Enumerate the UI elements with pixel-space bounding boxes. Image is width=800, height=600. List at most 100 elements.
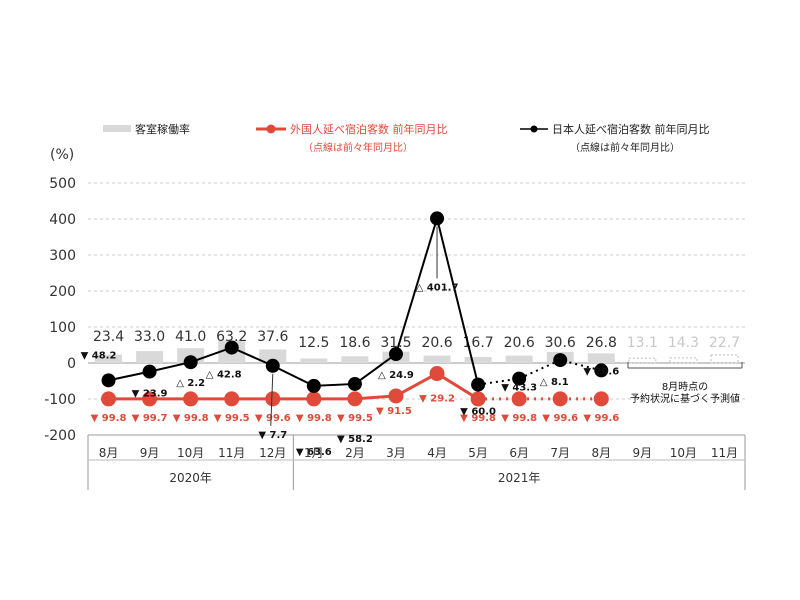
legend-japanese-note: （点線は前々年同月比）	[570, 141, 680, 154]
x-tick-label: 11月	[218, 446, 245, 460]
occupancy-value-label: 20.6	[504, 335, 535, 351]
occupancy-value-label: 20.6	[421, 335, 452, 351]
x-tick-label: 5月	[468, 446, 488, 460]
y-axis-ticks: 500 400 300 200 100 0 -100 -200	[44, 176, 76, 444]
japanese-leader-line	[270, 373, 274, 426]
y-tick-label: -200	[44, 428, 76, 444]
occupancy-value-label: 22.7	[709, 335, 740, 351]
y-axis-unit: (%)	[50, 147, 74, 163]
japanese-value-label: ▼ 7.7	[258, 430, 287, 441]
foreign-value-label: ▼ 99.8	[173, 413, 209, 424]
foreign-point	[388, 388, 404, 404]
japanese-point	[306, 378, 321, 393]
occupancy-value-label: 18.6	[339, 335, 370, 351]
japanese-value-label: ▼ 23.9	[132, 389, 168, 400]
foreign-point	[429, 366, 445, 382]
occupancy-bar	[587, 353, 615, 363]
occupancy-value-label: 31.5	[380, 335, 411, 351]
foreign-point	[347, 391, 363, 407]
japanese-point	[594, 363, 609, 378]
foreign-value-label: ▼ 99.5	[214, 413, 250, 424]
japanese-point	[265, 358, 280, 373]
y-tick-label: 200	[49, 284, 76, 300]
japanese-point	[430, 211, 445, 226]
japanese-value-label: △ 8.1	[540, 377, 569, 388]
foreign-line	[108, 371, 479, 401]
japanese-value-label: △ 2.2	[176, 378, 205, 389]
x-tick-label: 10月	[670, 446, 697, 460]
occupancy-bar	[628, 357, 657, 364]
foreign-point	[183, 391, 199, 407]
foreign-value-label: ▼ 99.8	[501, 413, 537, 424]
foreign-value-label: ▼ 91.5	[376, 406, 412, 417]
japanese-value-label: △ 42.8	[206, 370, 242, 381]
x-tick-label: 2月	[345, 446, 365, 460]
foreign-lines	[108, 371, 602, 401]
japanese-point	[183, 355, 198, 370]
legend-foreign-label: 外国人延べ宿泊客数 前年同月比	[290, 122, 448, 136]
japanese-labels: ▼ 48.2 ▼ 23.9 △ 2.2△ 42.8 ▼ 7.7 ▼ 63.6 ▼ 58.2…	[81, 226, 619, 458]
foreign-labels: ▼ 99.8 ▼ 99.7 ▼ 99.8 ▼ 99.5 ▼ 99.6 ▼ 99.8 ▼ 99…	[91, 394, 620, 424]
occupancy-bar	[300, 358, 328, 363]
foreign-value-label: ▼ 99.8	[296, 413, 332, 424]
legend-foreign-note: （点線は前々年同月比）	[303, 141, 413, 154]
occupancy-value-label: 12.5	[298, 335, 329, 351]
y-tick-label: 400	[49, 212, 76, 228]
japanese-point	[553, 353, 568, 368]
y-tick-label: -100	[44, 392, 76, 408]
legend-occupancy-label: 客室稼働率	[135, 122, 190, 136]
japanese-point	[347, 376, 362, 391]
foreign-value-label: ▼ 99.8	[91, 413, 127, 424]
foreign-value-label: ▼ 99.8	[460, 413, 496, 424]
japanese-lines	[108, 214, 602, 387]
foreign-point	[470, 391, 486, 407]
occupancy-bar	[505, 355, 533, 363]
x-tick-label: 12月	[259, 446, 286, 460]
foreign-value-label: ▼ 99.6	[255, 413, 291, 424]
x-tick-label: 3月	[386, 446, 406, 460]
y-tick-label: 0	[67, 356, 76, 372]
occupancy-bar	[95, 354, 123, 363]
occupancy-bar	[710, 354, 739, 364]
japanese-point	[388, 347, 403, 362]
occupancy-bar	[669, 357, 698, 364]
x-tick-label: 6月	[509, 446, 529, 460]
x-tick-label: 8月	[591, 446, 611, 460]
occupancy-bar	[464, 356, 492, 363]
occupancy-value-label: 63.2	[216, 329, 247, 345]
japanese-value-label: △ 401.7	[416, 282, 459, 293]
occupancy-bar	[259, 349, 287, 363]
x-tick-label: 4月	[427, 446, 447, 460]
x-tick-label: 9月	[140, 446, 160, 460]
foreign-value-label: ▼ 99.7	[132, 413, 168, 424]
foreign-point	[142, 391, 158, 407]
x-tick-label: 7月	[550, 446, 570, 460]
y-tick-label: 100	[49, 320, 76, 336]
foreign-point	[511, 391, 527, 407]
forecast-note: 8月時点の 予約状況に基づく予測値	[627, 362, 743, 405]
x-tick-label: 8月	[99, 446, 119, 460]
foreign-point	[306, 391, 322, 407]
x-axis: 8月 9月 10月 11月 12月 1月 2月 3月 4月 5月 6月 7月 8月 9月 10月 11月 202…	[87, 435, 746, 490]
occupancy-bar	[341, 356, 369, 363]
foreign-points	[101, 366, 609, 407]
occupancy-bar	[423, 355, 451, 363]
foreign-value-label: ▼ 99.6	[542, 413, 578, 424]
forecast-note-line2: 予約状況に基づく予測値	[630, 392, 740, 405]
legend-japanese-marker	[530, 125, 538, 133]
japanese-point	[512, 371, 527, 386]
japanese-point	[142, 364, 157, 379]
japanese-value-label: ▼ 48.2	[81, 350, 117, 361]
occupancy-value-label: 14.3	[668, 335, 699, 351]
occupancy-value-label: 23.4	[93, 329, 124, 345]
legend-occupancy-swatch	[103, 125, 131, 132]
foreign-point	[265, 391, 281, 407]
foreign-point	[552, 391, 568, 407]
occupancy-value-label: 16.7	[463, 335, 494, 351]
occupancy-value-label: 41.0	[175, 329, 206, 345]
occupancy-value-label: 33.0	[134, 329, 165, 345]
japanese-point	[101, 373, 116, 388]
y-tick-label: 300	[49, 248, 76, 264]
legend-japanese-label: 日本人延べ宿泊客数 前年同月比	[552, 122, 710, 136]
